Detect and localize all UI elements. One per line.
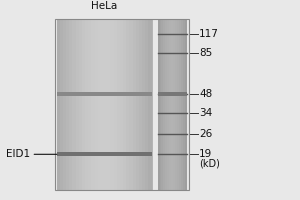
Bar bbox=[57, 152, 152, 156]
Bar bbox=[107, 19, 110, 190]
Text: HeLa: HeLa bbox=[91, 1, 117, 11]
Bar bbox=[76, 19, 79, 190]
Bar bbox=[173, 19, 175, 190]
Text: 48: 48 bbox=[199, 89, 212, 99]
Text: 34: 34 bbox=[199, 108, 212, 118]
Bar bbox=[82, 19, 85, 190]
Bar bbox=[133, 19, 136, 190]
Bar bbox=[117, 19, 120, 190]
Bar bbox=[166, 19, 167, 190]
Bar bbox=[171, 19, 173, 190]
Bar bbox=[181, 19, 183, 190]
Bar bbox=[177, 19, 179, 190]
Bar bbox=[142, 19, 145, 190]
Bar bbox=[110, 19, 114, 190]
Bar bbox=[148, 19, 152, 190]
Text: 117: 117 bbox=[199, 29, 219, 39]
Bar bbox=[60, 19, 63, 190]
Bar bbox=[139, 19, 142, 190]
Bar bbox=[63, 19, 66, 190]
Bar bbox=[57, 19, 60, 190]
Bar bbox=[73, 19, 76, 190]
Bar bbox=[185, 19, 187, 190]
Bar bbox=[169, 19, 171, 190]
Bar bbox=[94, 19, 98, 190]
Bar bbox=[126, 19, 129, 190]
Text: 85: 85 bbox=[199, 48, 212, 58]
Bar bbox=[101, 19, 104, 190]
Bar bbox=[120, 19, 123, 190]
Bar bbox=[55, 19, 189, 190]
Bar bbox=[161, 19, 164, 190]
Bar bbox=[158, 19, 160, 190]
Bar bbox=[164, 19, 166, 190]
Bar bbox=[98, 19, 101, 190]
Bar bbox=[158, 92, 187, 96]
Bar bbox=[85, 19, 88, 190]
Text: EID1: EID1 bbox=[6, 149, 30, 159]
Bar bbox=[123, 19, 126, 190]
Bar bbox=[69, 19, 73, 190]
Bar bbox=[79, 19, 82, 190]
Bar bbox=[129, 19, 133, 190]
Bar bbox=[92, 19, 94, 190]
Bar bbox=[179, 19, 181, 190]
Bar bbox=[104, 19, 107, 190]
Bar bbox=[183, 19, 185, 190]
Bar bbox=[145, 19, 148, 190]
Text: 19: 19 bbox=[199, 149, 212, 159]
Bar bbox=[57, 92, 152, 96]
Bar bbox=[88, 19, 91, 190]
Bar bbox=[136, 19, 139, 190]
Text: (kD): (kD) bbox=[199, 158, 220, 168]
Bar bbox=[175, 19, 177, 190]
Bar bbox=[66, 19, 69, 190]
Text: 26: 26 bbox=[199, 129, 212, 139]
Bar bbox=[114, 19, 117, 190]
Bar bbox=[160, 19, 161, 190]
Bar bbox=[167, 19, 169, 190]
